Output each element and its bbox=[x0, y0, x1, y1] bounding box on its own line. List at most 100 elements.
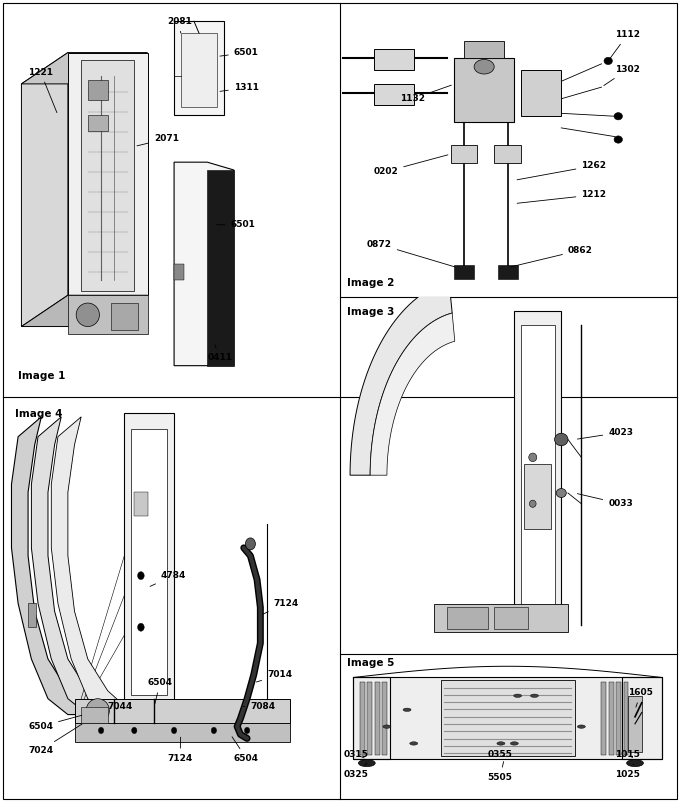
Bar bbox=[441, 680, 575, 756]
Bar bbox=[609, 682, 613, 755]
Text: 1221: 1221 bbox=[28, 67, 57, 112]
Text: 1302: 1302 bbox=[604, 65, 640, 86]
Polygon shape bbox=[174, 22, 224, 115]
Circle shape bbox=[383, 725, 391, 728]
Bar bbox=[88, 115, 107, 131]
Circle shape bbox=[99, 727, 104, 734]
Text: 0202: 0202 bbox=[373, 155, 448, 176]
Bar bbox=[111, 303, 137, 330]
Text: 1212: 1212 bbox=[517, 190, 607, 203]
Ellipse shape bbox=[614, 112, 622, 119]
Bar bbox=[434, 604, 568, 632]
Polygon shape bbox=[68, 53, 148, 295]
Text: 1311: 1311 bbox=[220, 83, 259, 92]
Ellipse shape bbox=[474, 59, 494, 74]
Polygon shape bbox=[22, 295, 148, 326]
Text: 5505: 5505 bbox=[488, 762, 513, 782]
Bar bbox=[81, 707, 107, 723]
Circle shape bbox=[211, 727, 216, 734]
Bar bbox=[624, 682, 628, 755]
Bar bbox=[354, 678, 662, 759]
Text: Image 3: Image 3 bbox=[347, 307, 394, 318]
Bar bbox=[454, 265, 474, 279]
Text: 2081: 2081 bbox=[167, 17, 192, 33]
Bar bbox=[134, 492, 148, 516]
Bar bbox=[521, 326, 555, 611]
Bar bbox=[367, 682, 372, 755]
Bar bbox=[181, 33, 217, 107]
Circle shape bbox=[510, 742, 518, 745]
Polygon shape bbox=[22, 53, 68, 326]
Bar bbox=[28, 603, 36, 627]
Circle shape bbox=[530, 694, 539, 698]
Bar bbox=[373, 84, 413, 104]
Polygon shape bbox=[174, 162, 234, 366]
Bar bbox=[354, 678, 390, 759]
Text: 0355: 0355 bbox=[488, 750, 513, 759]
Bar bbox=[375, 682, 379, 755]
Text: 4023: 4023 bbox=[577, 427, 633, 439]
Polygon shape bbox=[350, 282, 452, 475]
Text: 1262: 1262 bbox=[517, 161, 607, 180]
Bar bbox=[454, 58, 514, 122]
Text: 1132: 1132 bbox=[401, 85, 452, 103]
Text: 7024: 7024 bbox=[28, 724, 82, 755]
Bar bbox=[447, 607, 488, 629]
Ellipse shape bbox=[556, 488, 566, 497]
Bar bbox=[521, 70, 561, 116]
Ellipse shape bbox=[614, 136, 622, 144]
Circle shape bbox=[244, 727, 250, 734]
Text: 6504: 6504 bbox=[148, 678, 173, 704]
Bar bbox=[494, 145, 521, 163]
Text: 6501: 6501 bbox=[217, 221, 256, 229]
Text: 2071: 2071 bbox=[137, 134, 179, 146]
Polygon shape bbox=[51, 417, 121, 715]
Text: 7124: 7124 bbox=[167, 737, 192, 763]
Circle shape bbox=[577, 725, 585, 728]
Text: 6501: 6501 bbox=[220, 48, 258, 57]
Circle shape bbox=[529, 453, 537, 462]
Bar bbox=[88, 80, 107, 99]
Bar bbox=[207, 170, 234, 366]
Circle shape bbox=[410, 742, 418, 745]
Circle shape bbox=[530, 500, 536, 508]
Polygon shape bbox=[31, 417, 101, 715]
Ellipse shape bbox=[86, 699, 109, 723]
Circle shape bbox=[132, 727, 137, 734]
Text: 1025: 1025 bbox=[615, 764, 640, 779]
Bar bbox=[628, 696, 642, 752]
Text: 1015: 1015 bbox=[615, 750, 640, 759]
Bar bbox=[75, 723, 290, 743]
Text: 4784: 4784 bbox=[150, 571, 186, 586]
Ellipse shape bbox=[604, 57, 613, 65]
Text: 7044: 7044 bbox=[107, 702, 133, 711]
Bar bbox=[382, 682, 387, 755]
Circle shape bbox=[137, 572, 144, 580]
Circle shape bbox=[513, 694, 522, 698]
Text: 0325: 0325 bbox=[343, 764, 369, 779]
Text: 0872: 0872 bbox=[367, 240, 455, 267]
Circle shape bbox=[137, 623, 144, 631]
Bar bbox=[75, 699, 290, 723]
Bar bbox=[602, 682, 606, 755]
Text: 7084: 7084 bbox=[243, 702, 275, 711]
Ellipse shape bbox=[76, 303, 99, 326]
Bar bbox=[494, 607, 528, 629]
Polygon shape bbox=[370, 313, 455, 475]
Text: Image 1: Image 1 bbox=[18, 371, 65, 381]
Text: Image 5: Image 5 bbox=[347, 658, 394, 668]
Bar bbox=[131, 429, 167, 695]
Text: 0315: 0315 bbox=[343, 750, 369, 759]
Text: 7014: 7014 bbox=[256, 670, 292, 682]
Bar bbox=[616, 682, 621, 755]
Text: 1605: 1605 bbox=[628, 688, 653, 707]
Polygon shape bbox=[124, 413, 174, 715]
Circle shape bbox=[358, 759, 375, 767]
Text: 7124: 7124 bbox=[263, 599, 299, 614]
Text: 1112: 1112 bbox=[610, 30, 640, 59]
Text: 6504: 6504 bbox=[232, 737, 259, 763]
Bar bbox=[451, 145, 477, 163]
Bar bbox=[498, 265, 517, 279]
Bar bbox=[360, 682, 364, 755]
Text: 6504: 6504 bbox=[28, 715, 82, 731]
